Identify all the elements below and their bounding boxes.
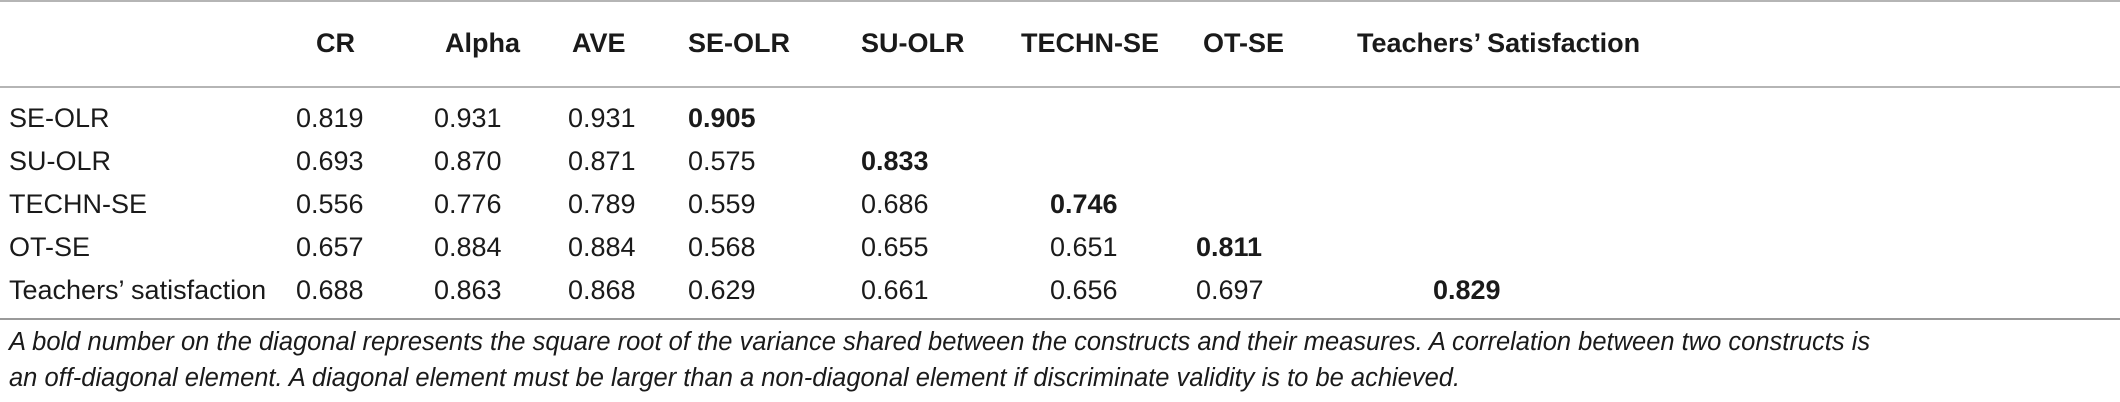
cell-su-olr: 0.655 [861,232,929,262]
row-label: SE-OLR [9,102,110,133]
table-row: SE-OLR 0.819 0.931 0.931 0.905 [0,86,2120,140]
cell-ave: 0.931 [568,102,636,133]
cell-ot-se [1196,86,1357,140]
cell-cr: 0.657 [296,232,364,262]
top-rule [0,0,2120,2]
row-label: Teachers’ satisfaction [9,275,267,305]
cell-alpha: 0.776 [434,189,502,219]
table-row: TECHN-SE 0.556 0.776 0.789 0.559 0.686 0… [0,183,2120,226]
table-row: SU-OLR 0.693 0.870 0.871 0.575 0.833 [0,140,2120,183]
cell-su-olr: 0.833 [861,146,929,176]
cell-ave: 0.789 [568,189,636,219]
cell-ot-se [1196,140,1357,183]
header-cr: CR [316,27,355,58]
cell-se-olr: 0.629 [688,275,756,305]
cell-ave: 0.871 [568,146,636,176]
cell-satisfaction [1357,226,2120,269]
cell-alpha: 0.870 [434,146,502,176]
discriminant-validity-table: CR Alpha AVE SE-OLR SU-OLR TECHN-SE OT-S… [0,0,2120,312]
header-ot-se: OT-SE [1203,27,1285,58]
footnote-line-2: an off-diagonal element. A diagonal elem… [9,364,1461,392]
header-alpha: Alpha [445,27,521,58]
cell-se-olr: 0.568 [688,232,756,262]
cell-techn-se: 0.656 [1050,275,1118,305]
cell-su-olr: 0.686 [861,189,929,219]
cell-satisfaction [1357,140,2120,183]
cell-alpha: 0.884 [434,232,502,262]
cell-se-olr: 0.559 [688,189,756,219]
cell-ot-se [1196,183,1357,226]
header-rule [0,86,2120,88]
cell-satisfaction: 0.829 [1433,275,1501,305]
cell-techn-se [1021,140,1196,183]
cell-techn-se [1021,86,1196,140]
row-label: SU-OLR [9,146,112,176]
footnote-line-1: A bold number on the diagonal represents… [9,328,1871,356]
cell-se-olr: 0.575 [688,146,756,176]
header-se-olr: SE-OLR [688,27,791,58]
cell-satisfaction [1357,86,2120,140]
header-ave: AVE [572,27,626,58]
cell-su-olr [861,86,1021,140]
table-footnote: A bold number on the diagonal represents… [9,324,2109,396]
cell-ot-se: 0.697 [1196,275,1264,305]
header-corner [0,0,296,86]
row-label: OT-SE [9,232,91,262]
cell-ot-se: 0.811 [1196,232,1263,262]
bottom-rule [0,318,2120,320]
cell-alpha: 0.931 [434,102,502,133]
header-su-olr: SU-OLR [861,27,965,58]
cell-su-olr: 0.661 [861,275,929,305]
table-header-row: CR Alpha AVE SE-OLR SU-OLR TECHN-SE OT-S… [0,0,2120,86]
header-teachers-satisfaction: Teachers’ Satisfaction [1357,27,1641,58]
table-row: OT-SE 0.657 0.884 0.884 0.568 0.655 0.65… [0,226,2120,269]
cell-cr: 0.556 [296,189,364,219]
cell-cr: 0.819 [296,102,364,133]
row-label: TECHN-SE [9,189,148,219]
cell-techn-se: 0.746 [1050,189,1118,219]
cell-cr: 0.688 [296,275,364,305]
cell-ave: 0.884 [568,232,636,262]
cell-cr: 0.693 [296,146,364,176]
table-row: Teachers’ satisfaction 0.688 0.863 0.868… [0,269,2120,312]
cell-techn-se: 0.651 [1050,232,1118,262]
cell-alpha: 0.863 [434,275,502,305]
cell-se-olr: 0.905 [688,102,756,133]
cell-satisfaction [1357,183,2120,226]
header-techn-se: TECHN-SE [1021,27,1160,58]
cell-ave: 0.868 [568,275,636,305]
